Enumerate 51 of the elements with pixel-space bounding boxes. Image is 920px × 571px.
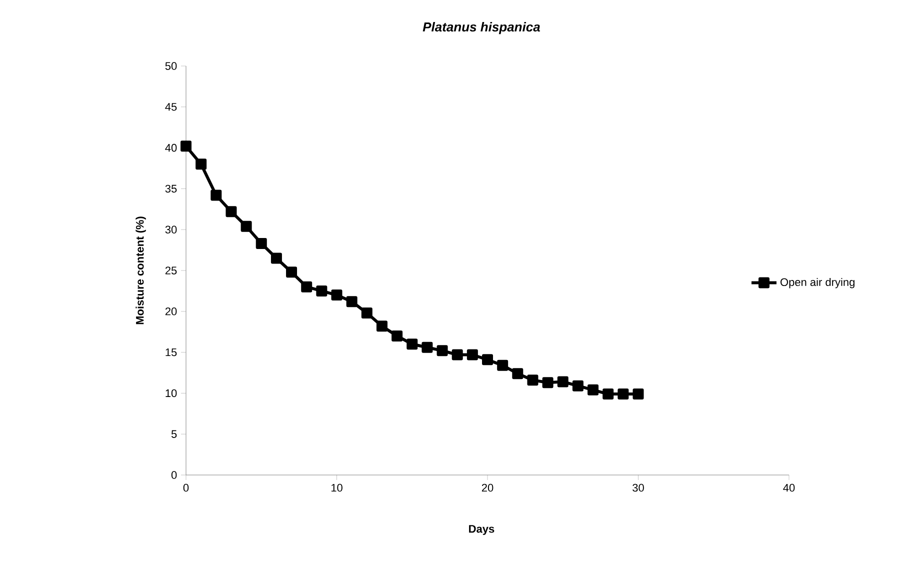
y-tick-label: 40: [165, 144, 177, 152]
point: [361, 308, 372, 319]
point: [557, 376, 568, 388]
point: [632, 388, 644, 400]
point: [436, 345, 448, 356]
y-tick-label: 20: [165, 308, 177, 316]
point: [270, 252, 282, 264]
y-tick-label: 50: [165, 62, 177, 70]
y-tick-label: 35: [165, 184, 177, 193]
point: [256, 238, 267, 250]
point: [210, 190, 222, 201]
point: [527, 374, 538, 386]
point: [512, 368, 524, 380]
y-tick-label: 10: [166, 389, 177, 398]
point: [392, 330, 403, 342]
point: [301, 281, 312, 292]
y-tick-label: 25: [165, 266, 177, 274]
point: [376, 320, 388, 332]
x-tick-label: 0: [183, 484, 189, 492]
legend-label: Open air drying: [780, 278, 854, 288]
point: [602, 388, 614, 400]
point: [618, 388, 629, 400]
point: [331, 290, 342, 301]
y-axis-title: Moisture content (%): [136, 216, 146, 324]
point: [196, 158, 207, 170]
x-axis-title: Days: [469, 525, 494, 535]
point: [422, 342, 433, 353]
point: [240, 220, 252, 232]
chart-title: Platanus hispanica: [422, 22, 540, 34]
point: [316, 285, 328, 296]
x-tick-label: 40: [783, 484, 795, 492]
point: [466, 349, 478, 360]
point: [482, 354, 494, 366]
y-tick-label: 30: [165, 226, 177, 234]
point: [588, 384, 599, 396]
point: [497, 360, 508, 371]
point: [286, 266, 298, 278]
point: [406, 338, 418, 350]
y-tick-label: 5: [171, 430, 177, 438]
y-tick-label: 15: [166, 348, 177, 356]
point: [542, 377, 554, 388]
x-tick-label: 20: [482, 484, 494, 492]
point: [452, 349, 463, 360]
point: [572, 380, 584, 392]
point: [346, 296, 358, 308]
point: [180, 140, 192, 152]
x-tick-label: 30: [632, 484, 644, 492]
point: [226, 206, 237, 218]
y-tick-label: 0: [171, 471, 177, 479]
y-tick-label: 45: [165, 103, 177, 111]
x-tick-label: 10: [331, 484, 342, 492]
